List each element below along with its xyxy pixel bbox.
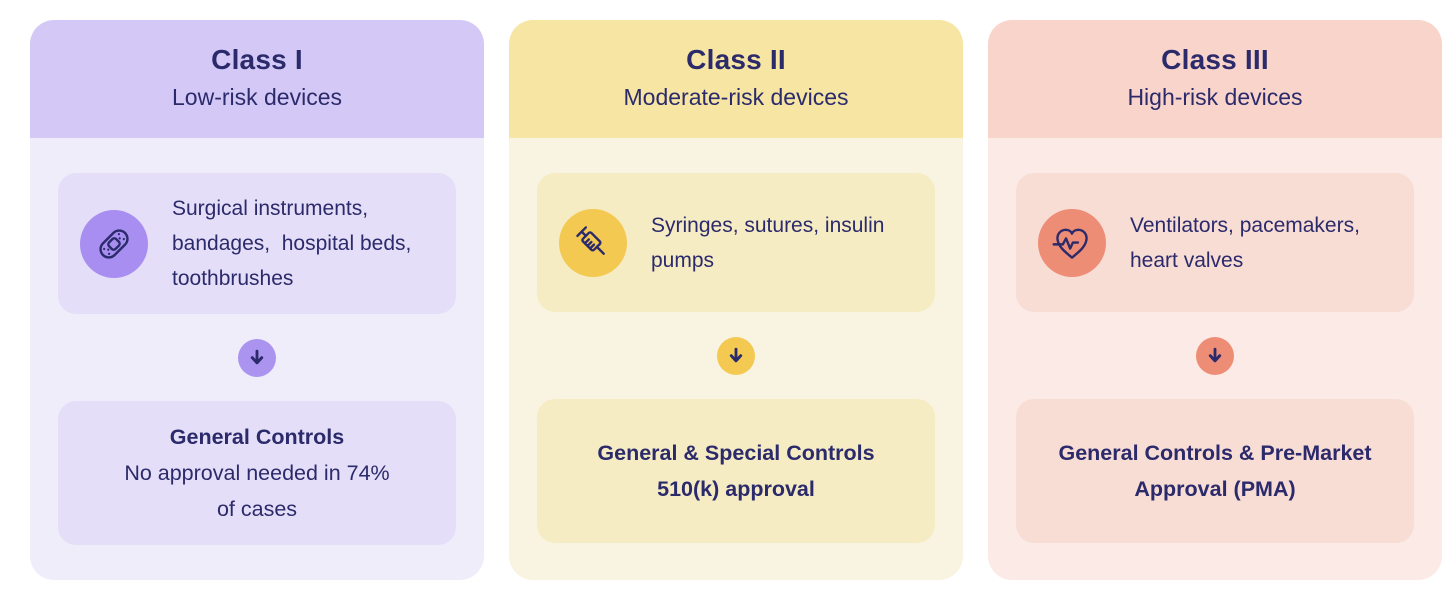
controls-card: General & Special Controls 510(k) approv… [537,399,935,543]
class-subtitle: Low-risk devices [172,84,342,110]
class-iii-body: Ventilators, pacemakers, heart valves Ge… [988,138,1442,580]
examples-text: Ventilators, pacemakers, heart valves [1130,213,1366,272]
examples-text: Surgical instruments, bandages, hospital… [172,197,418,290]
examples-card: Syringes, sutures, insulin pumps [537,173,935,312]
syringe-icon [559,208,627,277]
class-ii-body: Syringes, sutures, insulin pumps General… [509,138,963,580]
class-iii-column: Class III High-risk devices Ventilators,… [988,20,1442,580]
class-title: Class II [686,44,786,75]
controls-card: General Controls No approval needed in 7… [58,401,456,545]
down-arrow-icon [717,337,755,375]
class-ii-column: Class II Moderate-risk devices [509,20,963,580]
class-ii-header: Class II Moderate-risk devices [509,20,963,138]
class-title: Class III [1161,44,1269,75]
controls-title: General Controls & Pre-Market Approval (… [1058,441,1372,501]
down-arrow-icon [1196,337,1234,375]
class-title: Class I [211,44,303,75]
class-subtitle: Moderate-risk devices [623,84,849,110]
class-i-column: Class I Low-risk devices [30,20,484,580]
controls-card: General Controls & Pre-Market Approval (… [1016,399,1414,543]
class-i-body: Surgical instruments, bandages, hospital… [30,138,484,580]
heart-pulse-icon [1038,208,1106,277]
bandage-icon [80,209,148,278]
controls-title: General & Special Controls [597,441,875,465]
class-i-header: Class I Low-risk devices [30,20,484,138]
examples-card: Surgical instruments, bandages, hospital… [58,173,456,314]
controls-title: General Controls [169,425,345,449]
controls-subtitle: No approval needed in 74% of cases [124,461,390,521]
down-arrow-icon [238,339,276,377]
class-subtitle: High-risk devices [1127,84,1303,110]
examples-text: Syringes, sutures, insulin pumps [651,213,891,272]
class-iii-header: Class III High-risk devices [988,20,1442,138]
controls-subtitle: 510(k) approval [657,477,815,501]
examples-card: Ventilators, pacemakers, heart valves [1016,173,1414,312]
